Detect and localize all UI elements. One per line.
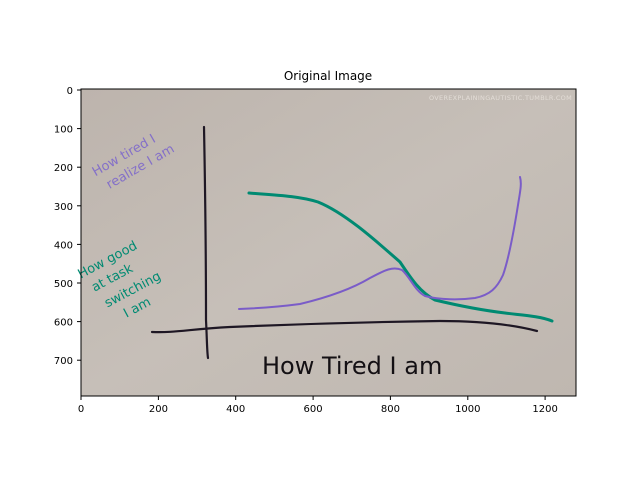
photo: OVEREXPLAININGAUTISTIC.TUMBLR.COM How ti… (76, 89, 576, 396)
x-tick-label: 1200 (532, 404, 557, 415)
x-tick-label: 800 (381, 404, 400, 415)
y-tick-label: 0 (67, 86, 73, 97)
x-axis-ticks: 0 200 400 600 800 1000 1200 (78, 396, 558, 415)
y-tick-label: 700 (54, 356, 73, 367)
purple-curve (238, 176, 522, 310)
axes-frame (80, 88, 577, 397)
x-axis-handwritten-label: How Tired I am (262, 352, 442, 380)
paper-background (81, 89, 576, 396)
green-curve (247, 191, 554, 323)
hand-drawn-x-axis (150, 319, 539, 334)
y-tick-label: 300 (54, 202, 73, 213)
plot-title: Original Image (284, 69, 372, 83)
x-tick-label: 0 (78, 404, 84, 415)
y-tick-label: 600 (54, 318, 73, 329)
x-tick-label: 1000 (455, 404, 480, 415)
watermark: OVEREXPLAININGAUTISTIC.TUMBLR.COM (429, 94, 572, 102)
hand-drawn-y-axis (202, 125, 210, 360)
y-tick-label: 100 (54, 125, 73, 136)
x-tick-label: 200 (149, 404, 168, 415)
y-tick-label: 500 (54, 279, 73, 290)
x-tick-label: 600 (304, 404, 323, 415)
x-tick-label: 400 (226, 404, 245, 415)
y-axis-ticks: 0 100 200 300 400 500 600 700 (54, 86, 81, 367)
y-tick-label: 400 (54, 240, 73, 251)
y-tick-label: 200 (54, 163, 73, 174)
